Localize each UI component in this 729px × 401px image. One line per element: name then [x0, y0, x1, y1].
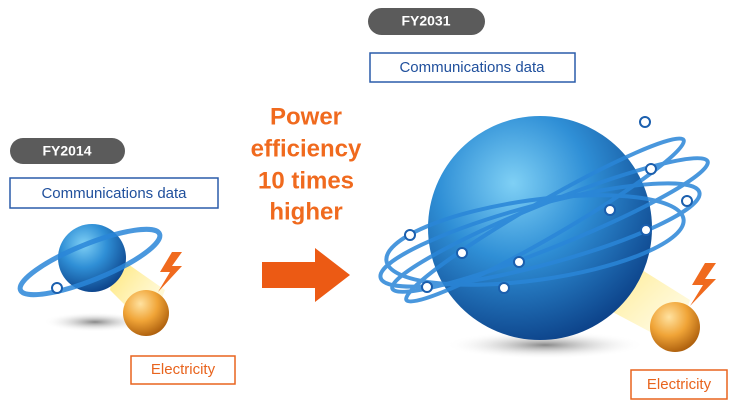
center-group: Power efficiency 10 times higher	[251, 103, 362, 302]
bolt	[158, 252, 182, 292]
arrow	[262, 248, 350, 302]
headline: Power	[270, 103, 342, 130]
bolt	[690, 263, 716, 306]
elec-label: Electricity	[151, 361, 216, 378]
power-ball	[123, 290, 169, 336]
right-group: FY2031 Communications data Electricity	[368, 8, 727, 399]
year-label: FY2014	[42, 143, 91, 159]
elec-label: Electricity	[647, 376, 712, 393]
comm-label: Communications data	[41, 185, 187, 202]
power-ball	[650, 302, 700, 352]
diagram: FY2014 Communications data Electricity P…	[0, 0, 729, 401]
left-group: FY2014 Communications data Electricity	[10, 138, 235, 384]
headline: efficiency	[251, 135, 362, 162]
headline: 10 times	[258, 167, 354, 194]
year-label: FY2031	[401, 13, 450, 29]
data-dot	[52, 283, 62, 293]
comm-label: Communications data	[399, 59, 545, 76]
headline: higher	[269, 198, 342, 225]
